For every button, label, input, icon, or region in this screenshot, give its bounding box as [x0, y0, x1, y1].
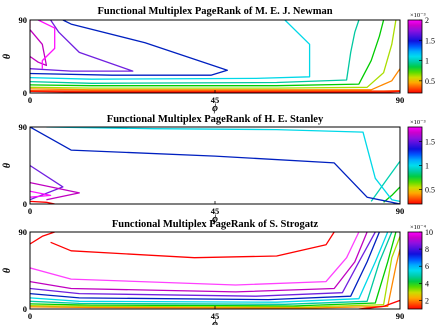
- colorbar-tick-label: 10: [425, 228, 433, 237]
- contour-level-3: [46, 127, 400, 203]
- colorbar-tick-label: 2: [425, 296, 429, 305]
- contour-level-1: [30, 90, 400, 93]
- axes-frame: [29, 19, 401, 94]
- contour-level-1: [383, 186, 400, 203]
- contour-level-10: [30, 29, 48, 67]
- y-tick-label: 90: [19, 122, 28, 132]
- contour-level-6: [30, 20, 360, 84]
- contour-level-5: [30, 164, 64, 201]
- colorbar-exponent: ×10⁻⁴: [410, 224, 427, 231]
- y-tick-label: 0: [23, 88, 27, 98]
- contour-panel-3: Functional Multiplex PageRank of S. Stro…: [2, 219, 433, 325]
- contour-level-8: [30, 20, 228, 76]
- contour-level-9: [30, 20, 134, 72]
- panel-title: Functional Multiplex PageRank of M. E. J…: [97, 6, 332, 17]
- x-axis-label: ϕ: [212, 214, 218, 225]
- contour-panel-1: Functional Multiplex PageRank of M. E. J…: [2, 6, 435, 114]
- contour-level-2: [30, 232, 55, 245]
- colorbar-tick-label: 6: [425, 262, 429, 271]
- contour-level-2: [370, 160, 400, 202]
- contour-level-4: [30, 127, 400, 204]
- colorbar-tick-label: 1: [425, 57, 429, 66]
- x-tick-label: 90: [396, 95, 405, 105]
- y-tick-label: 0: [23, 304, 27, 314]
- colorbar-tick-label: 1: [425, 162, 429, 171]
- x-tick-label: 45: [211, 206, 220, 216]
- colorbar-tick-label: 2: [425, 16, 429, 25]
- colorbar-tick-label: 8: [425, 245, 429, 254]
- x-tick-label: 0: [28, 95, 32, 105]
- contour-level-8: [30, 200, 55, 204]
- panel-title: Functional Multiplex PageRank of H. E. S…: [107, 114, 324, 125]
- y-tick-label: 90: [19, 15, 28, 25]
- x-tick-label: 90: [396, 311, 405, 321]
- contour-level-3: [30, 232, 360, 286]
- colorbar-tick-label: 0.5: [425, 186, 435, 195]
- x-tick-label: 90: [396, 206, 405, 216]
- x-tick-label: 0: [28, 311, 32, 321]
- contour-level-8: [30, 232, 393, 305]
- colorbar-tick-label: 1.5: [425, 137, 435, 146]
- contour-level-5: [30, 232, 376, 297]
- contour-level-11: [37, 20, 56, 69]
- contour-panel-2: Functional Multiplex PageRank of H. E. S…: [2, 114, 435, 225]
- y-tick-label: 0: [23, 199, 27, 209]
- contour-lines: [30, 127, 400, 204]
- y-axis-label: θ: [2, 53, 13, 59]
- contour-lines: [30, 20, 400, 93]
- colorbar-exponent: ×10⁻³: [410, 119, 426, 126]
- y-axis-label: θ: [2, 267, 13, 273]
- contour-level-11: [30, 248, 400, 309]
- contour-lines: [30, 232, 400, 309]
- contour-level-9: [30, 232, 397, 307]
- axes-frame: [29, 126, 401, 205]
- contour-level-6: [30, 232, 381, 301]
- x-axis-label: ϕ: [212, 103, 218, 114]
- x-tick-label: 45: [211, 311, 220, 321]
- x-tick-label: 0: [28, 206, 32, 216]
- contour-level-7: [30, 20, 311, 80]
- contour-level-7: [30, 232, 389, 303]
- x-tick-label: 45: [211, 95, 220, 105]
- x-axis-label: ϕ: [212, 319, 218, 325]
- panel-title: Functional Multiplex PageRank of S. Stro…: [112, 219, 319, 230]
- colorbar-tick-label: 1.5: [425, 36, 435, 45]
- colorbar-tick-label: 4: [425, 279, 429, 288]
- contour-level-4: [30, 232, 368, 293]
- colorbar-tick-label: 0.5: [425, 77, 435, 86]
- contour-level-3: [30, 68, 400, 91]
- contour-level-1: [50, 232, 335, 259]
- colorbar-exponent: ×10⁻³: [410, 12, 426, 19]
- contour-level-7: [30, 190, 52, 198]
- contour-level-6: [30, 181, 80, 201]
- y-tick-label: 90: [19, 227, 28, 237]
- y-axis-label: θ: [2, 162, 13, 168]
- contour-level-12: [358, 299, 400, 309]
- contour-level-4: [30, 20, 397, 89]
- colorbar: [407, 19, 423, 94]
- contour-level-10: [30, 236, 400, 308]
- colorbar: [407, 231, 423, 310]
- contour-level-5: [30, 20, 385, 87]
